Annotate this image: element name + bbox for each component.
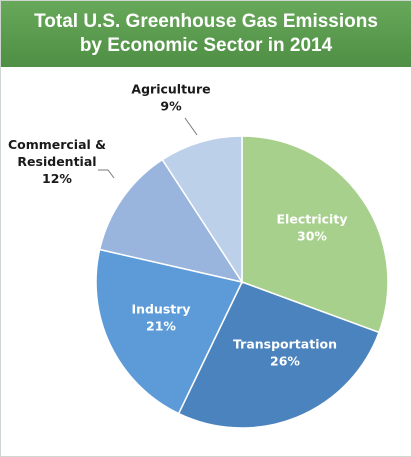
pie-label-line: 30% — [297, 229, 327, 244]
pie-label-line: 21% — [146, 319, 176, 334]
pie-label-electricity: Electricity 30% — [277, 212, 348, 244]
pie-label-line: Residential — [17, 154, 96, 169]
chart-title-bar: Total U.S. Greenhouse Gas Emissions by E… — [1, 1, 411, 67]
leader-line-agriculture — [184, 117, 198, 136]
pie-label-commercial-residential: Commercial & Residential 12% — [8, 137, 106, 186]
pie-slice-commercial-residential — [98, 158, 244, 284]
pie-label-line: Transportation — [233, 337, 337, 352]
pie-slices — [95, 135, 389, 429]
pie-label-line: 26% — [270, 354, 300, 369]
pie-label-line: Agriculture — [131, 82, 210, 97]
pie-label-line: 9% — [160, 99, 182, 114]
pie-label-industry: Industry 21% — [131, 302, 190, 334]
pie-label-transportation: Transportation 26% — [233, 337, 337, 369]
pie-label-agriculture: Agriculture 9% — [131, 82, 210, 114]
pie-slice-industry — [95, 248, 244, 415]
pie-slice-transportation — [177, 281, 380, 429]
pie-chart: Electricity 30% Transportation 26% Industry 2… — [8, 82, 389, 429]
pie-leader-lines — [98, 117, 198, 179]
chart-title-line-2: by Economic Sector in 2014 — [79, 35, 333, 56]
pie-slice-agriculture — [161, 135, 243, 285]
pie-label-line: 12% — [42, 171, 72, 186]
pie-label-line: Industry — [131, 302, 190, 317]
chart-title-line-1: Total U.S. Greenhouse Gas Emissions — [34, 11, 378, 32]
pie-label-line: Commercial & — [8, 137, 106, 152]
leader-line-commercial-residential — [98, 169, 115, 179]
pie-label-line: Electricity — [277, 212, 348, 227]
pie-labels: Electricity 30% Transportation 26% Industry 2… — [8, 82, 348, 369]
pie-slice-electricity — [241, 135, 389, 334]
